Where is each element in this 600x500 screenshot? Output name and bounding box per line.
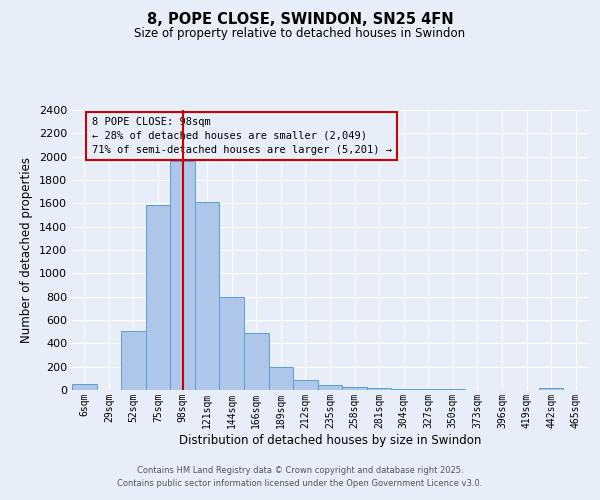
- Text: Contains HM Land Registry data © Crown copyright and database right 2025.
Contai: Contains HM Land Registry data © Crown c…: [118, 466, 482, 487]
- Bar: [195, 202, 220, 390]
- Bar: [342, 386, 367, 390]
- Text: Size of property relative to detached houses in Swindon: Size of property relative to detached ho…: [134, 28, 466, 40]
- X-axis label: Distribution of detached houses by size in Swindon: Distribution of detached houses by size …: [179, 434, 481, 446]
- Bar: [318, 385, 342, 390]
- Bar: [146, 204, 170, 390]
- Text: 8 POPE CLOSE: 98sqm
← 28% of detached houses are smaller (2,049)
71% of semi-det: 8 POPE CLOSE: 98sqm ← 28% of detached ho…: [92, 117, 392, 155]
- Bar: [391, 389, 416, 390]
- Bar: [72, 384, 97, 390]
- Bar: [539, 388, 563, 390]
- Y-axis label: Number of detached properties: Number of detached properties: [20, 157, 34, 343]
- Bar: [244, 333, 269, 390]
- Bar: [220, 296, 244, 390]
- Bar: [440, 389, 465, 390]
- Bar: [293, 380, 318, 390]
- Bar: [367, 388, 391, 390]
- Bar: [269, 367, 293, 390]
- Text: 8, POPE CLOSE, SWINDON, SN25 4FN: 8, POPE CLOSE, SWINDON, SN25 4FN: [146, 12, 454, 28]
- Bar: [170, 162, 195, 390]
- Bar: [121, 330, 146, 390]
